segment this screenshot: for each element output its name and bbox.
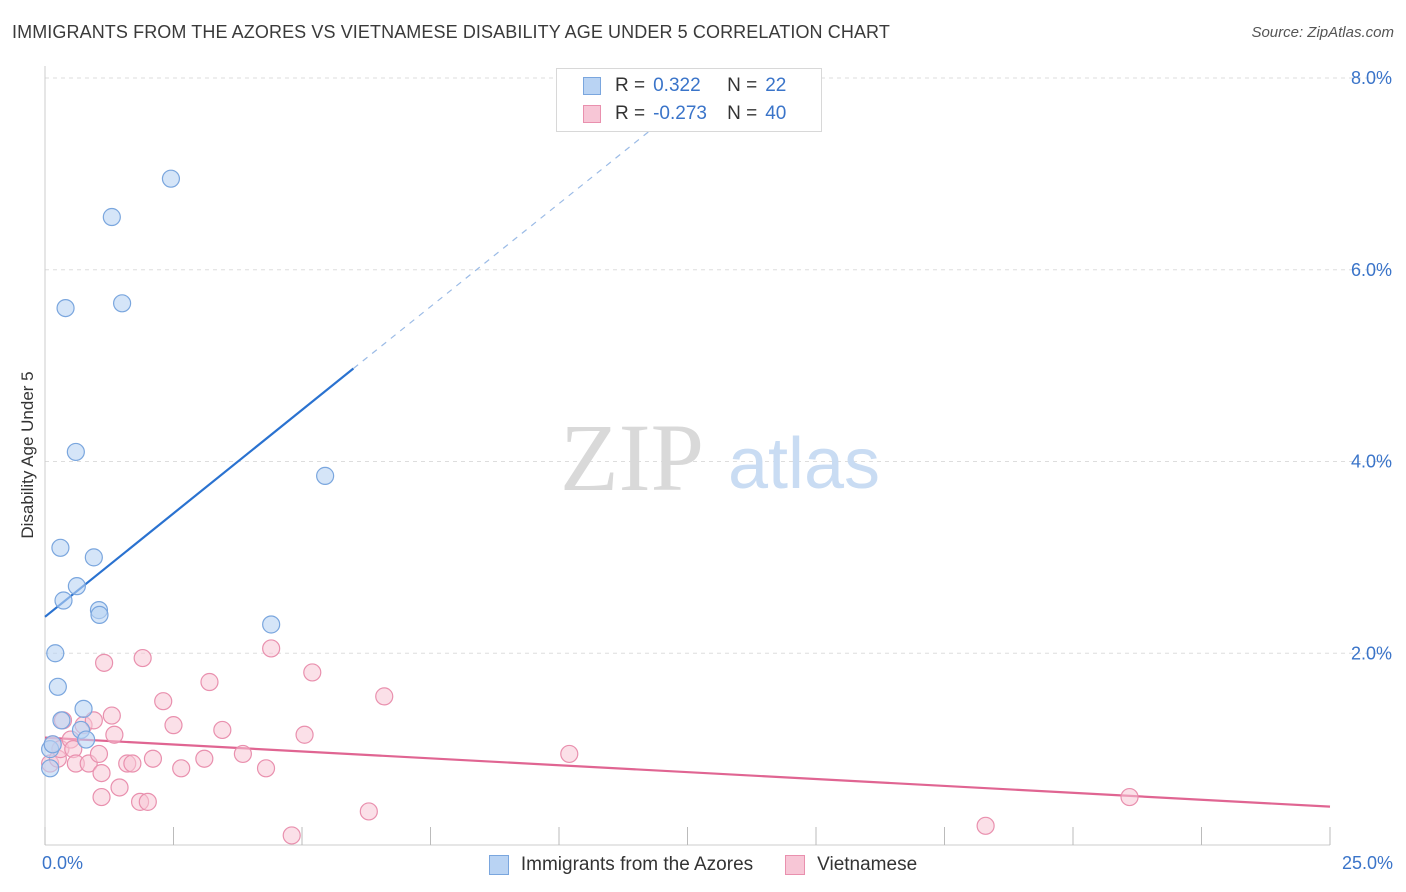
watermark-zip: ZIP xyxy=(560,404,704,511)
point-vietnamese xyxy=(233,744,252,764)
point-azores xyxy=(48,677,67,696)
point-vietnamese xyxy=(110,778,129,797)
point-vietnamese xyxy=(154,692,173,711)
legend-n-value: 22 xyxy=(765,75,787,96)
point-vietnamese xyxy=(295,725,314,744)
point-azores xyxy=(84,548,103,567)
trend-line-vietnamese xyxy=(44,736,1331,808)
y-tick-label: 6.0% xyxy=(1351,260,1392,280)
point-vietnamese xyxy=(359,802,378,821)
point-azores xyxy=(316,466,335,485)
point-vietnamese xyxy=(303,663,322,682)
point-vietnamese xyxy=(200,672,219,692)
point-vietnamese xyxy=(256,759,276,778)
point-azores xyxy=(56,299,75,318)
point-vietnamese xyxy=(143,749,163,768)
point-azores xyxy=(262,615,281,634)
series-legend-vietnamese: Vietnamese xyxy=(785,854,917,876)
point-azores xyxy=(74,699,93,718)
x-tick-label: 0.0% xyxy=(42,853,83,873)
point-vietnamese xyxy=(262,639,281,658)
watermark-atlas: atlas xyxy=(728,424,880,504)
point-vietnamese xyxy=(89,744,109,764)
point-vietnamese xyxy=(1120,787,1139,807)
legend-n-label: N = xyxy=(727,103,758,124)
point-vietnamese xyxy=(84,711,103,730)
legend-swatch-azores xyxy=(583,77,601,95)
legend-n-value: 40 xyxy=(765,103,787,124)
source-label: Source: ZipAtlas.com xyxy=(1251,24,1394,41)
point-azores xyxy=(161,169,181,188)
point-azores xyxy=(41,759,60,778)
axis-layer xyxy=(44,66,1331,846)
point-vietnamese xyxy=(375,687,394,706)
legend-r-value: -0.273 xyxy=(653,103,707,124)
legend-r-label: R = xyxy=(615,75,646,96)
point-azores xyxy=(43,735,62,754)
series-swatch-azores xyxy=(488,855,509,875)
stats-legend: R = 0.322 N = 22 R = -0.273 N = 40 xyxy=(556,68,822,132)
series-swatch-vietnamese xyxy=(785,855,806,875)
series-legend-azores: Immigrants from the Azores xyxy=(488,854,754,876)
point-azores xyxy=(77,730,96,749)
watermark: ZIP atlas xyxy=(560,404,880,511)
point-azores xyxy=(90,605,109,625)
trend-layer xyxy=(44,120,1331,808)
point-vietnamese xyxy=(282,826,301,845)
point-vietnamese xyxy=(133,648,152,668)
point-vietnamese xyxy=(976,816,995,835)
point-vietnamese xyxy=(92,787,111,807)
chart-title: IMMIGRANTS FROM THE AZORES VS VIETNAMESE… xyxy=(12,22,890,42)
legend-swatch-vietnamese xyxy=(583,105,601,123)
point-azores xyxy=(52,711,71,730)
point-azores xyxy=(54,591,73,610)
point-vietnamese xyxy=(102,706,121,725)
point-vietnamese xyxy=(172,759,191,778)
trend-line-azores xyxy=(44,367,355,618)
point-azores xyxy=(66,442,85,462)
x-tick-label: 25.0% xyxy=(1342,853,1393,873)
y-axis-label: Disability Age Under 5 xyxy=(18,371,37,539)
point-azores xyxy=(112,294,132,313)
series-legend: Immigrants from the Azores Vietnamese xyxy=(0,852,1406,878)
y-tick-label: 8.0% xyxy=(1351,68,1392,88)
legend-r-value: 0.322 xyxy=(653,75,701,96)
tick-label-layer: 2.0% 4.0% 6.0% 8.0% 0.0% 25.0% xyxy=(42,68,1393,873)
point-vietnamese xyxy=(213,720,232,740)
series-name-azores: Immigrants from the Azores xyxy=(520,854,754,875)
legend-n-label: N = xyxy=(727,75,758,96)
legend-row-vietnamese: R = -0.273 N = 40 xyxy=(583,102,786,126)
point-vietnamese xyxy=(138,792,157,811)
points-layer xyxy=(41,169,1139,845)
point-azores xyxy=(102,207,121,227)
point-vietnamese xyxy=(560,744,579,764)
trend-line-azores-extension xyxy=(353,120,663,369)
y-tick-label: 4.0% xyxy=(1351,452,1392,472)
point-vietnamese xyxy=(92,763,111,783)
legend-r-label: R = xyxy=(615,103,646,124)
series-name-vietnamese: Vietnamese xyxy=(817,854,918,875)
point-vietnamese xyxy=(123,754,142,773)
point-vietnamese xyxy=(105,725,124,744)
point-azores xyxy=(46,644,65,663)
point-vietnamese xyxy=(95,653,114,672)
legend-row-azores: R = 0.322 N = 22 xyxy=(583,74,786,98)
y-tick-label: 2.0% xyxy=(1351,643,1392,663)
point-azores xyxy=(51,538,70,557)
grid-layer xyxy=(45,77,1390,654)
point-vietnamese xyxy=(164,716,183,735)
point-azores xyxy=(67,577,86,596)
point-vietnamese xyxy=(195,749,214,768)
